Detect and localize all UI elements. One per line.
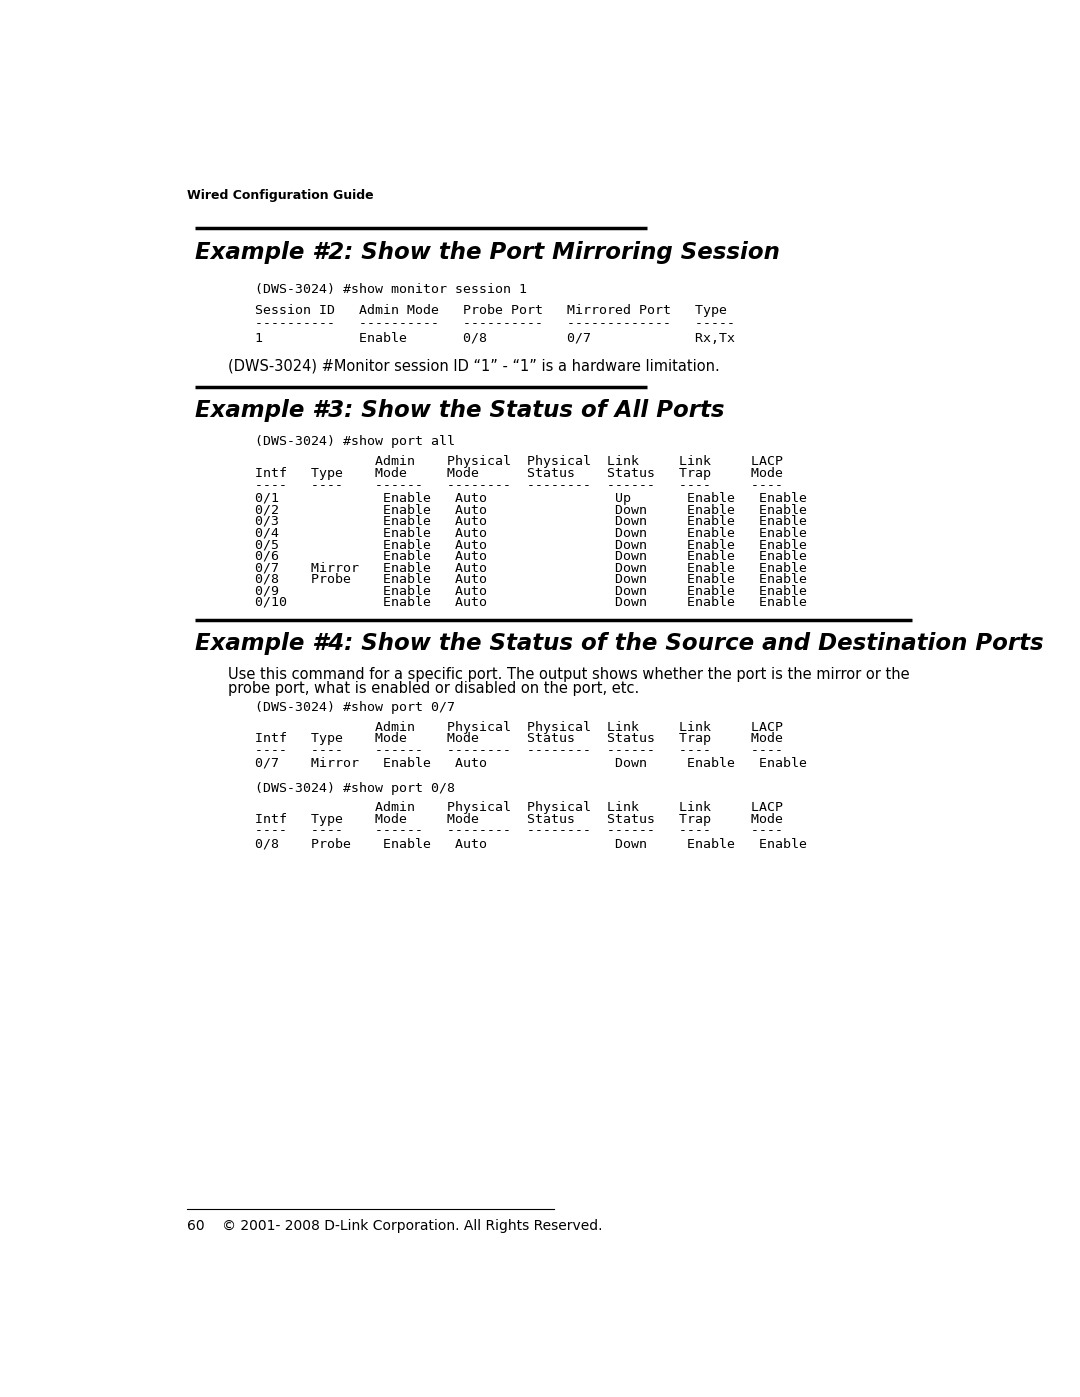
- Text: Example #2: Show the Port Mirroring Session: Example #2: Show the Port Mirroring Sess…: [195, 240, 781, 264]
- Text: ----   ----    ------   --------  --------  ------   ----     ----: ---- ---- ------ -------- -------- -----…: [255, 824, 783, 837]
- Text: (DWS-3024) #Monitor session ID “1” - “1” is a hardware limitation.: (DWS-3024) #Monitor session ID “1” - “1”…: [228, 359, 719, 373]
- Text: Admin    Physical  Physical  Link     Link     LACP: Admin Physical Physical Link Link LACP: [255, 455, 783, 468]
- Text: 0/8    Probe    Enable   Auto                Down     Enable   Enable: 0/8 Probe Enable Auto Down Enable Enable: [255, 838, 807, 851]
- Text: Example #4: Show the Status of the Source and Destination Ports: Example #4: Show the Status of the Sourc…: [195, 631, 1044, 655]
- Text: ----   ----    ------   --------  --------  ------   ----     ----: ---- ---- ------ -------- -------- -----…: [255, 479, 783, 493]
- Text: (DWS-3024) #show port all: (DWS-3024) #show port all: [255, 434, 455, 448]
- Text: 0/4             Enable   Auto                Down     Enable   Enable: 0/4 Enable Auto Down Enable Enable: [255, 527, 807, 539]
- Text: Wired Configuration Guide: Wired Configuration Guide: [187, 189, 374, 203]
- Text: (DWS-3024) #show port 0/8: (DWS-3024) #show port 0/8: [255, 782, 455, 795]
- Text: 0/8    Probe    Enable   Auto                Down     Enable   Enable: 0/8 Probe Enable Auto Down Enable Enable: [255, 573, 807, 585]
- Text: Intf   Type    Mode     Mode      Status    Status   Trap     Mode: Intf Type Mode Mode Status Status Trap M…: [255, 467, 783, 481]
- Text: 0/7    Mirror   Enable   Auto                Down     Enable   Enable: 0/7 Mirror Enable Auto Down Enable Enabl…: [255, 757, 807, 770]
- Text: 60    © 2001- 2008 D-Link Corporation. All Rights Reserved.: 60 © 2001- 2008 D-Link Corporation. All …: [187, 1218, 603, 1232]
- Text: 0/10            Enable   Auto                Down     Enable   Enable: 0/10 Enable Auto Down Enable Enable: [255, 595, 807, 609]
- Text: 0/7    Mirror   Enable   Auto                Down     Enable   Enable: 0/7 Mirror Enable Auto Down Enable Enabl…: [255, 562, 807, 574]
- Text: Session ID   Admin Mode   Probe Port   Mirrored Port   Type: Session ID Admin Mode Probe Port Mirrore…: [255, 305, 727, 317]
- Text: Admin    Physical  Physical  Link     Link     LACP: Admin Physical Physical Link Link LACP: [255, 721, 783, 733]
- Text: 0/3             Enable   Auto                Down     Enable   Enable: 0/3 Enable Auto Down Enable Enable: [255, 515, 807, 528]
- Text: (DWS-3024) #show port 0/7: (DWS-3024) #show port 0/7: [255, 701, 455, 714]
- Text: ----   ----    ------   --------  --------  ------   ----     ----: ---- ---- ------ -------- -------- -----…: [255, 743, 783, 757]
- Text: 0/9             Enable   Auto                Down     Enable   Enable: 0/9 Enable Auto Down Enable Enable: [255, 584, 807, 597]
- Text: 1            Enable       0/8          0/7             Rx,Tx: 1 Enable 0/8 0/7 Rx,Tx: [255, 331, 735, 345]
- Text: 0/2             Enable   Auto                Down     Enable   Enable: 0/2 Enable Auto Down Enable Enable: [255, 503, 807, 517]
- Text: Admin    Physical  Physical  Link     Link     LACP: Admin Physical Physical Link Link LACP: [255, 802, 783, 814]
- Text: ----------   ----------   ----------   -------------   -----: ---------- ---------- ---------- -------…: [255, 317, 735, 330]
- Text: 0/1             Enable   Auto                Up       Enable   Enable: 0/1 Enable Auto Up Enable Enable: [255, 492, 807, 504]
- Text: Use this command for a specific port. The output shows whether the port is the m: Use this command for a specific port. Th…: [228, 666, 909, 682]
- Text: (DWS-3024) #show monitor session 1: (DWS-3024) #show monitor session 1: [255, 284, 527, 296]
- Text: Example #3: Show the Status of All Ports: Example #3: Show the Status of All Ports: [195, 398, 725, 422]
- Text: Intf   Type    Mode     Mode      Status    Status   Trap     Mode: Intf Type Mode Mode Status Status Trap M…: [255, 732, 783, 745]
- Text: 0/6             Enable   Auto                Down     Enable   Enable: 0/6 Enable Auto Down Enable Enable: [255, 549, 807, 563]
- Text: probe port, what is enabled or disabled on the port, etc.: probe port, what is enabled or disabled …: [228, 682, 639, 696]
- Text: 0/5             Enable   Auto                Down     Enable   Enable: 0/5 Enable Auto Down Enable Enable: [255, 538, 807, 550]
- Text: Intf   Type    Mode     Mode      Status    Status   Trap     Mode: Intf Type Mode Mode Status Status Trap M…: [255, 813, 783, 826]
